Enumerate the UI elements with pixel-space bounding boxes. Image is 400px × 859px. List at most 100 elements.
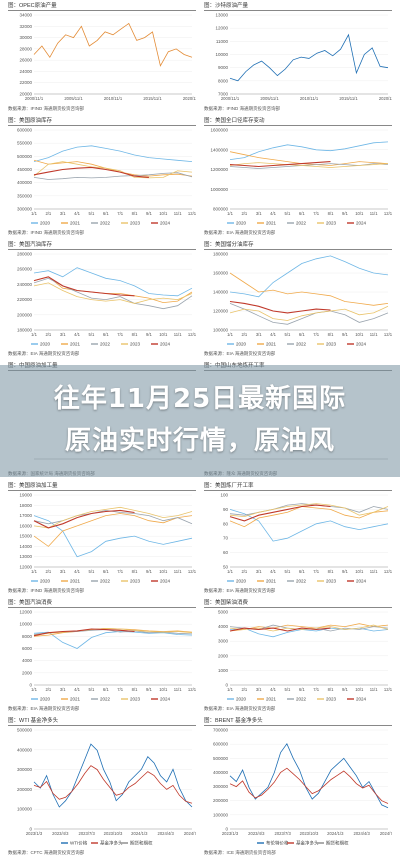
y-tick-label: 17000 xyxy=(19,513,32,518)
legend-label: 2020 xyxy=(40,342,51,347)
legend-label: 2022 xyxy=(100,221,111,226)
series-line-3 xyxy=(229,305,389,321)
y-tick-label: 14000 xyxy=(19,544,32,549)
y-tick-label: 24000 xyxy=(19,69,32,74)
y-tick-label: 10000 xyxy=(19,622,32,627)
x-tick-label: 8/1 xyxy=(328,687,334,692)
y-tick-label: 400000 xyxy=(213,770,229,775)
y-tick-label: 34000 xyxy=(19,13,32,18)
chart-source: 数据来源：EIA 海通期货投资咨询部 xyxy=(204,351,276,356)
x-tick-label: 6/1 xyxy=(103,569,109,574)
x-tick-label: 9/1 xyxy=(342,569,348,574)
chart-panel-4: 图：美国全口径库存变动 1600000 1400000 1200000 1000000 8… xyxy=(204,117,392,237)
legend-label: 2020 xyxy=(236,221,247,226)
legend-label: 2024 xyxy=(160,579,171,584)
chart-panel-14: 图：BRENT 基金净多头 700000 600000 500000 400000 300… xyxy=(204,717,392,857)
x-tick-label: 2024/1/3 xyxy=(131,831,148,836)
y-tick-label: 4000 xyxy=(218,624,229,629)
series-line-4 xyxy=(229,300,331,314)
x-tick-label: 7/1 xyxy=(117,211,123,216)
x-tick-label: 3/1 xyxy=(60,687,66,692)
y-tick-label: 550000 xyxy=(17,141,33,146)
x-tick-label: 12/1 xyxy=(384,211,392,216)
series-line-3 xyxy=(33,161,193,179)
x-tick-label: 2/1 xyxy=(45,569,51,574)
chart-panel-1: 图：OPEC原油产量 34000 32000 30000 28000 26000 24000… xyxy=(8,2,196,113)
legend-label: 2021 xyxy=(70,342,81,347)
x-tick-label: 2024/7/3 xyxy=(184,831,196,836)
x-tick-label: 2023/4/3 xyxy=(52,831,69,836)
x-tick-label: 11/1 xyxy=(174,211,183,216)
y-tick-label: 300000 xyxy=(213,784,229,789)
y-tick-label: 2000 xyxy=(22,670,33,675)
y-tick-label: 16000 xyxy=(19,523,32,528)
x-tick-label: 10/1 xyxy=(159,332,168,337)
legend-label: 2022 xyxy=(296,579,307,584)
chart-title: 图：WTI 基金净多头 xyxy=(8,717,196,726)
y-tick-label: 28000 xyxy=(19,46,32,51)
chart-panel-5: 图：美国汽油库存 280000 260000 240000 220000 200000 18… xyxy=(8,241,196,358)
y-tick-label: 12000 xyxy=(19,565,32,570)
x-tick-label: 2005/11/1 xyxy=(64,96,83,101)
y-tick-label: 8000 xyxy=(218,78,229,83)
chart-panel-11: 图：美国汽油消费 12000 10000 8000 6000 4000 2000 0 1/1 2/… xyxy=(8,599,196,713)
legend-label: 2021 xyxy=(70,697,81,702)
x-tick-label: 7/1 xyxy=(313,687,319,692)
legend-label: 2020 xyxy=(40,697,51,702)
chart-source: 数据来源：IFIND 海通期货投资咨询部 xyxy=(204,106,280,111)
chart-title: 图：美国全口径库存变动 xyxy=(204,117,392,126)
x-tick-label: 3/1 xyxy=(256,211,262,216)
chart-panel-9: 图：美国原油加工量 19000 18000 17000 16000 15000 14000 1… xyxy=(8,482,196,595)
legend-label: 2024 xyxy=(356,342,367,347)
x-tick-label: 9/1 xyxy=(146,569,152,574)
x-tick-label: 1/1 xyxy=(31,569,37,574)
line-chart: 700000 600000 500000 400000 300000 200000 1000… xyxy=(213,728,392,847)
chart-source: 数据来源：ICE 海通期货投资咨询部 xyxy=(204,850,276,855)
x-tick-label: 10/1 xyxy=(355,211,364,216)
legend-label: 2022 xyxy=(100,697,111,702)
x-tick-label: 5/1 xyxy=(89,569,95,574)
y-tick-label: 350000 xyxy=(17,193,33,198)
x-tick-label: 12/1 xyxy=(384,687,392,692)
y-tick-label: 180000 xyxy=(17,328,33,333)
legend-label: 2021 xyxy=(266,221,277,226)
x-tick-label: 12/1 xyxy=(188,569,196,574)
legend-label: 2023 xyxy=(326,579,337,584)
y-tick-label: 200000 xyxy=(17,787,33,792)
series-line-4 xyxy=(33,166,149,178)
x-tick-label: 12/1 xyxy=(188,332,196,337)
y-tick-label: 7000 xyxy=(218,92,229,97)
y-tick-label: 4000 xyxy=(22,658,33,663)
series-line-1 xyxy=(33,513,193,547)
x-tick-label: 4/1 xyxy=(270,569,276,574)
y-tick-label: 13000 xyxy=(19,554,32,559)
chart-title: 图：美国汽油库存 xyxy=(8,241,196,250)
line-chart: 34000 32000 30000 28000 26000 24000 22000 20000… xyxy=(19,13,196,102)
x-tick-label: 8/1 xyxy=(132,687,138,692)
x-tick-label: 1/1 xyxy=(31,332,37,337)
legend-label: 2021 xyxy=(266,697,277,702)
x-tick-label: 2/1 xyxy=(45,687,51,692)
y-tick-label: 12000 xyxy=(215,26,228,31)
x-tick-label: 2023/10/3 xyxy=(104,831,123,836)
x-tick-label: 2010/11/1 xyxy=(300,96,319,101)
x-tick-label: 6/1 xyxy=(103,687,109,692)
series-line-2 xyxy=(33,172,193,180)
y-tick-label: 8000 xyxy=(22,634,33,639)
y-tick-label: 11000 xyxy=(216,39,229,44)
x-tick-label: 7/1 xyxy=(117,687,123,692)
legend-label: 2023 xyxy=(326,697,337,702)
series-line-3 xyxy=(33,282,193,304)
x-tick-label: 6/1 xyxy=(103,211,109,216)
y-tick-label: 19000 xyxy=(19,493,32,498)
legend-label: 2021 xyxy=(70,579,81,584)
y-tick-label: 220000 xyxy=(17,297,33,302)
x-tick-label: 11/1 xyxy=(370,569,379,574)
chart-source: 数据来源：IFIND 海通期货投资咨询部 xyxy=(8,106,84,111)
chart-source: 数据来源：EIA 海通期货投资咨询部 xyxy=(8,706,80,711)
x-tick-label: 3/1 xyxy=(60,211,66,216)
series-line-0 xyxy=(229,141,389,160)
series-line-1 xyxy=(33,276,193,304)
